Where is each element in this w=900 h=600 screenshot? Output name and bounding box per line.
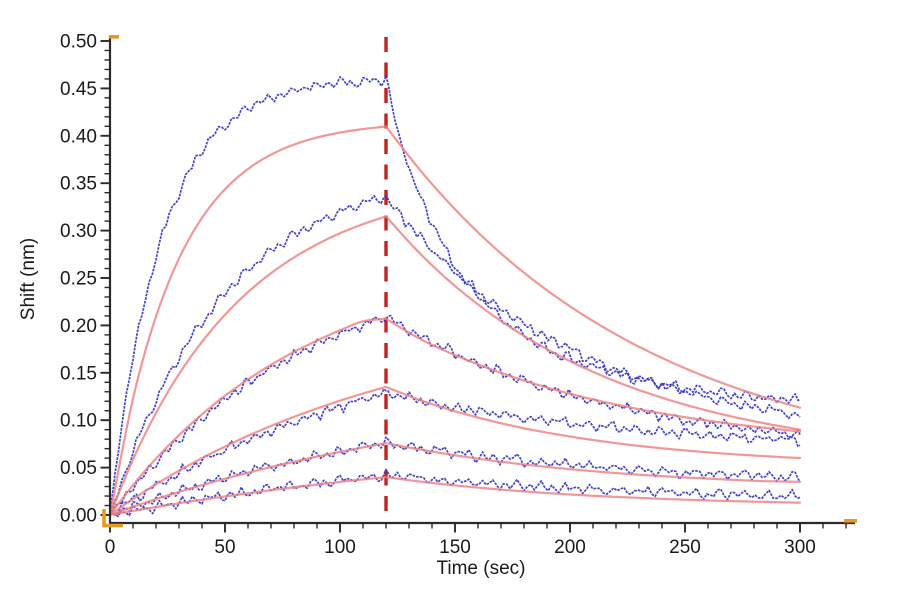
- axis-end-markers: [102, 35, 857, 528]
- fit-traces-group: [108, 125, 802, 517]
- x-tick-label: 50: [214, 537, 235, 558]
- origin-corner-marker: [102, 509, 123, 528]
- y-axis-end-marker: [109, 35, 119, 39]
- fit-trace-5-path: [108, 442, 802, 517]
- x-tick-label: 250: [669, 537, 701, 558]
- y-tick-label: 0.45: [60, 79, 97, 100]
- fit-trace-6-path: [108, 476, 802, 517]
- y-tick-label: 0.50: [60, 32, 97, 53]
- x-tick-label: 100: [324, 537, 356, 558]
- data-traces-group: [109, 74, 801, 518]
- x-tick-label: 150: [439, 537, 471, 558]
- x-tick-label: 0: [105, 537, 116, 558]
- y-tick-label: 0.40: [60, 126, 97, 147]
- y-tick-label: 0.10: [60, 411, 97, 432]
- data-trace-1-path: [109, 74, 801, 516]
- y-tick-label: 0.35: [60, 174, 97, 195]
- y-tick-label: 0.20: [60, 316, 97, 337]
- data-trace-2-path: [109, 194, 801, 516]
- y-tick-label: 0.30: [60, 221, 97, 242]
- x-tick-label: 300: [784, 537, 816, 558]
- y-tick-label: 0.05: [60, 458, 97, 479]
- axis-lines: [108, 35, 855, 525]
- y-tick-label: 0.25: [60, 269, 97, 290]
- axes-group: 0 50 100 150 200 250 300 0.00 0.05 0.10 0.15 0.20 0.…: [60, 32, 855, 558]
- data-trace-6-path: [109, 468, 801, 517]
- x-axis-end-marker: [844, 519, 857, 523]
- fit-trace-3-path: [108, 317, 802, 517]
- fit-trace-1-path: [108, 125, 802, 517]
- fit-trace-2-path: [108, 215, 802, 517]
- data-trace-5-path: [109, 436, 801, 518]
- data-trace-4-path: [109, 388, 801, 516]
- y-tick-label: 0.00: [60, 506, 97, 527]
- data-trace-3-path: [109, 314, 801, 516]
- fit-trace-4-path: [108, 385, 802, 517]
- x-tick-label: 200: [554, 537, 586, 558]
- y-tick-label: 0.15: [60, 363, 97, 384]
